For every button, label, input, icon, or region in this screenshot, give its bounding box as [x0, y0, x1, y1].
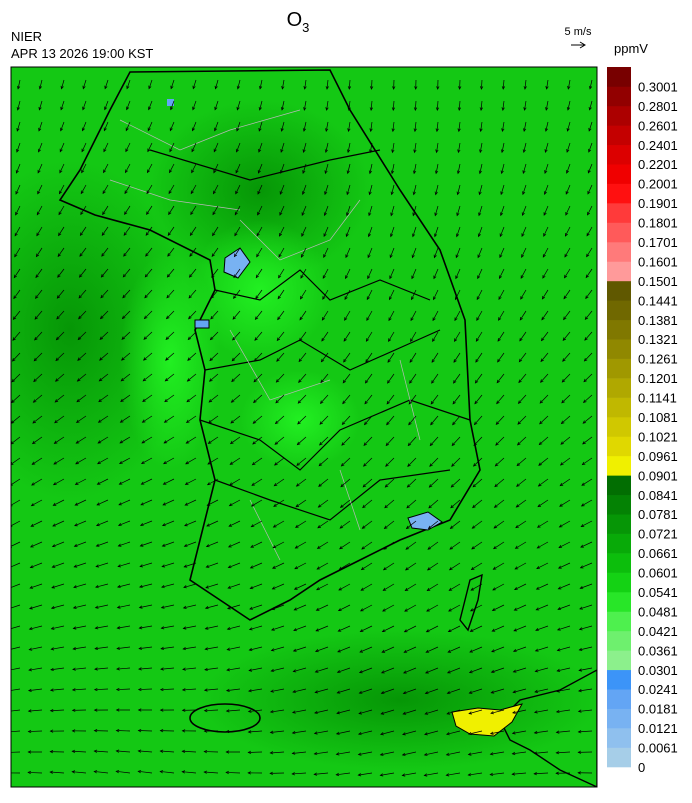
colorbar-segment — [607, 417, 631, 437]
wind-arrowhead — [7, 689, 10, 692]
field-patch — [200, 630, 600, 770]
colorbar-label: 0.1261 — [638, 352, 678, 367]
colorbar-segment — [607, 261, 631, 281]
colorbar-label: 0.0481 — [638, 604, 678, 619]
wind-arrowhead — [7, 710, 10, 713]
colorbar-segment — [607, 125, 631, 145]
colorbar-segment — [607, 281, 631, 301]
colorbar-segment — [607, 748, 631, 768]
colorbar-label: 0.0841 — [638, 488, 678, 503]
wind-arrowhead — [8, 607, 11, 609]
colorbar-label: 0.0121 — [638, 721, 678, 736]
colorbar-label: 0.1441 — [638, 293, 678, 308]
wind-scale-label: 5 m/s — [565, 26, 592, 38]
colorbar-segment — [607, 184, 631, 204]
colorbar-segment — [607, 573, 631, 593]
colorbar-segment — [607, 650, 631, 670]
colorbar-label: 0.1701 — [638, 235, 678, 250]
colorbar-segment — [607, 728, 631, 748]
colorbar-label: 0.0241 — [638, 682, 678, 697]
colorbar-segment — [607, 242, 631, 262]
colorbar-segment — [607, 689, 631, 709]
colorbar-label: 0.1501 — [638, 274, 678, 289]
colorbar-segment — [607, 106, 631, 126]
colorbar-label: 0.1081 — [638, 410, 678, 425]
colorbar-segment — [607, 67, 631, 87]
wind-arrowhead — [7, 648, 10, 651]
wind-arrowhead — [6, 772, 9, 775]
colorbar-unit: ppmV — [614, 41, 648, 56]
colorbar-segment — [607, 592, 631, 612]
colorbar-label: 0 — [638, 760, 645, 775]
colorbar-label: 0.2601 — [638, 118, 678, 133]
colorbar-segment — [607, 320, 631, 340]
colorbar-segment — [607, 456, 631, 476]
field-patch — [195, 320, 209, 328]
colorbar-segment — [607, 203, 631, 223]
colorbar-label: 0.1381 — [638, 313, 678, 328]
colorbar-label: 0.0181 — [638, 702, 678, 717]
wind-arrowhead — [6, 731, 9, 734]
colorbar-segment — [607, 300, 631, 320]
colorbar-label: 0.1201 — [638, 371, 678, 386]
colorbar-segment — [607, 534, 631, 554]
colorbar-label: 0.1321 — [638, 332, 678, 347]
colorbar-label: 0.0901 — [638, 468, 678, 483]
title-main: O — [287, 9, 303, 31]
colorbar-segment — [607, 553, 631, 573]
wind-arrowhead — [7, 669, 10, 672]
colorbar-label: 0.0541 — [638, 585, 678, 600]
colorbar-label: 0.0061 — [638, 741, 678, 756]
colorbar-segment — [607, 495, 631, 515]
colorbar-segment — [607, 164, 631, 184]
colorbar-segment — [607, 631, 631, 651]
wind-arrowhead — [8, 628, 11, 631]
colorbar-label: 0.1141 — [638, 391, 677, 406]
agency: NIER — [11, 29, 42, 44]
colorbar-segment — [607, 514, 631, 534]
colorbar-segment — [607, 223, 631, 243]
colorbar-segment — [607, 86, 631, 106]
colorbar-label: 0.1601 — [638, 254, 678, 269]
colorbar-segment — [607, 359, 631, 379]
colorbar-segment — [607, 378, 631, 398]
colorbar-label: 0.0781 — [638, 507, 678, 522]
colorbar-label: 0.0301 — [638, 663, 678, 678]
colorbar-label: 0.2201 — [638, 157, 678, 172]
colorbar-label: 0.0661 — [638, 546, 678, 561]
colorbar-segment — [607, 436, 631, 456]
colorbar-label: 0.3001 — [638, 79, 678, 94]
colorbar-label: 0.0721 — [638, 527, 678, 542]
colorbar-segment — [607, 709, 631, 729]
title-subscript: 3 — [302, 20, 309, 35]
colorbar-label: 0.0421 — [638, 624, 678, 639]
colorbar-segment — [607, 611, 631, 631]
field-patch — [167, 99, 174, 106]
colorbar-label: 0.1901 — [638, 196, 678, 211]
timestamp: APR 13 2026 19:00 KST — [11, 46, 153, 61]
colorbar-label: 0.2401 — [638, 138, 678, 153]
title: O3 — [287, 9, 310, 35]
map — [0, 67, 600, 787]
colorbar-label: 0.1801 — [638, 216, 678, 231]
colorbar: 0 0.0061 0.0121 0.0181 0.0241 0.0301 0.0361 0.0… — [607, 67, 678, 775]
colorbar-label: 0.2001 — [638, 177, 678, 192]
wind-arrowhead — [6, 751, 9, 754]
colorbar-label: 0.0361 — [638, 643, 678, 658]
colorbar-segment — [607, 670, 631, 690]
colorbar-label: 0.2801 — [638, 99, 678, 114]
colorbar-segment — [607, 475, 631, 495]
colorbar-label: 0.0961 — [638, 449, 678, 464]
colorbar-segment — [607, 145, 631, 165]
colorbar-label: 0.0601 — [638, 566, 678, 581]
colorbar-segment — [607, 398, 631, 418]
colorbar-segment — [607, 339, 631, 359]
colorbar-label: 0.1021 — [638, 429, 678, 444]
field-patch — [240, 370, 360, 470]
